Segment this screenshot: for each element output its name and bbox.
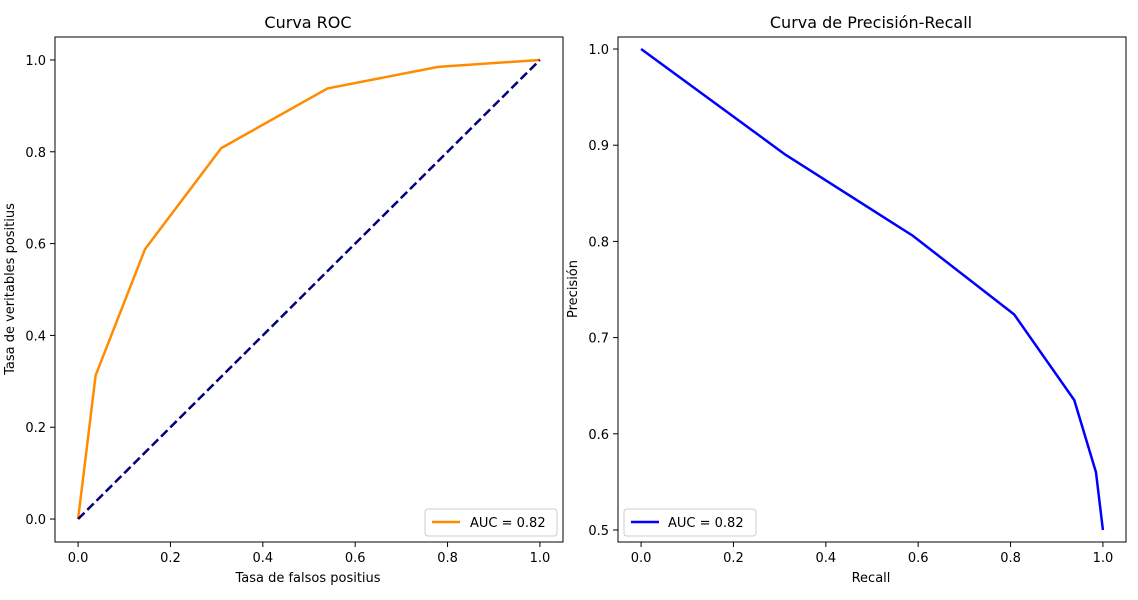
roc-legend: AUC = 0.82 — [424, 508, 558, 537]
pr-series — [640, 48, 1105, 531]
roc-legend-label: AUC = 0.82 — [470, 516, 546, 531]
pr-y-tick-label: 0.7 — [588, 332, 609, 347]
roc-x-tick-label: 0.6 — [345, 551, 366, 566]
roc-plot-frame — [54, 36, 564, 543]
pr-ylabel: Precisión — [566, 260, 581, 318]
roc-x-tick-label: 0.0 — [68, 551, 89, 566]
roc-legend-box — [424, 508, 558, 537]
roc-x-tick-label: 0.8 — [437, 551, 458, 566]
pr-title: Curva de Precisión-Recall — [770, 13, 972, 32]
roc-ticks: 0.0 0.2 0.4 0.6 0.8 1.0 0.0 0.2 0.4 0.6 0.8 1.0 — [25, 54, 550, 566]
pr-y-tick-label: 0.6 — [588, 428, 609, 443]
roc-xlabel: Tasa de falsos positius — [234, 571, 380, 586]
pr-panel: Curva de Precisión-Recall Recall Precisi… — [566, 13, 1127, 586]
pr-legend-box — [623, 508, 757, 537]
roc-title: Curva ROC — [264, 13, 351, 32]
pr-legend: AUC = 0.82 — [623, 508, 757, 537]
roc-y-tick-label: 1.0 — [25, 54, 46, 69]
roc-x-tick-label: 1.0 — [530, 551, 551, 566]
pr-x-tick-label: 0.2 — [723, 551, 744, 566]
roc-x-tick-label: 0.2 — [160, 551, 181, 566]
pr-x-tick-label: 1.0 — [1093, 551, 1114, 566]
roc-y-tick-label: 0.0 — [25, 513, 46, 528]
pr-legend-label: AUC = 0.82 — [668, 516, 744, 531]
roc-y-tick-label: 0.6 — [25, 238, 46, 253]
roc-series — [76, 58, 541, 520]
pr-x-tick-label: 0.0 — [631, 551, 652, 566]
roc-ylabel: Tasa de veritables positius — [3, 203, 18, 376]
roc-curve-line — [76, 58, 540, 520]
pr-xlabel: Recall — [852, 571, 891, 586]
roc-y-tick-label: 0.8 — [25, 146, 46, 161]
pr-y-tick-label: 0.8 — [588, 235, 609, 250]
roc-diagonal-reference-line — [77, 59, 541, 520]
roc-x-tick-label: 0.4 — [252, 551, 273, 566]
pr-y-tick-label: 0.5 — [588, 524, 609, 539]
pr-plot-frame — [617, 36, 1127, 543]
pr-x-tick-label: 0.6 — [908, 551, 929, 566]
pr-y-tick-label: 1.0 — [588, 43, 609, 58]
pr-y-tick-label: 0.9 — [588, 139, 609, 154]
pr-x-tick-label: 0.8 — [1000, 551, 1021, 566]
roc-panel: Curva ROC Tasa de falsos positius Tasa d… — [3, 13, 564, 586]
roc-y-tick-label: 0.2 — [25, 421, 46, 436]
pr-curve-line — [640, 48, 1105, 531]
roc-y-tick-label: 0.4 — [25, 329, 46, 344]
pr-ticks: 0.0 0.2 0.4 0.6 0.8 1.0 0.5 0.6 0.7 0.8 0.9 1.0 — [588, 43, 1113, 566]
pr-x-tick-label: 0.4 — [815, 551, 836, 566]
